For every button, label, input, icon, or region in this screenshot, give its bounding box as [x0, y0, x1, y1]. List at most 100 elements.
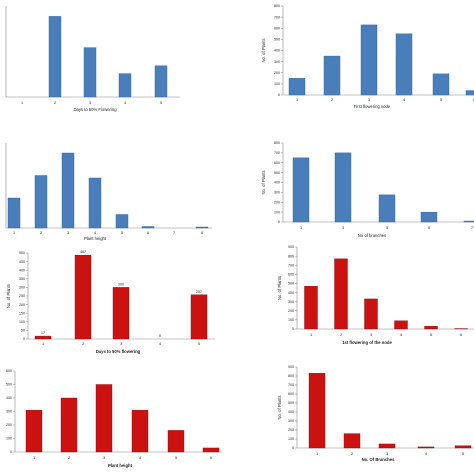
panel6-ytick-label: 200 [288, 309, 294, 313]
panel5-ytick-label: 450 [19, 260, 25, 264]
panel5-ylabel: No. of Plants [6, 284, 11, 308]
panel7-ytick-label: 0 [10, 450, 12, 454]
panel4-bar [292, 157, 310, 223]
panel8-bar [343, 433, 361, 449]
panel4-ytick-label: 600 [274, 161, 280, 165]
panel6-ytick-label: 100 [288, 318, 294, 322]
panel2-xlabel: First flowering node [354, 104, 391, 109]
panel5-ytick-label: 500 [19, 251, 25, 255]
panel2-category-label: 6 [473, 98, 474, 102]
panel1-xlabel: Days to 50% Flowering [73, 107, 117, 112]
panel4-ytick-label: 700 [274, 151, 280, 155]
panel4-category-label: 3 [342, 226, 344, 230]
panel2-category-label: 4 [403, 98, 405, 102]
panel3-category-label: 7 [173, 231, 175, 235]
panel6-bar [334, 258, 348, 330]
panel4-bar [463, 220, 474, 223]
panel5-data-label: 17 [41, 331, 45, 335]
panel4-bar [420, 211, 438, 223]
panel5-category-label: 2 [82, 342, 84, 346]
panel2-category-label: 3 [368, 98, 370, 102]
panel5-ytick-label: 0 [23, 337, 25, 341]
panel4-ytick-label: 300 [274, 191, 280, 195]
panel8-category-label: 3 [386, 452, 388, 456]
panel6-ytick-label: 300 [288, 300, 294, 304]
panel4-bar [378, 194, 396, 223]
panel7-bar [60, 397, 78, 453]
panel4-ytick-label: 500 [274, 171, 280, 175]
panel6-ytick-label: 400 [288, 291, 294, 295]
panel1-bar [48, 16, 62, 98]
panel6-ytick-label: 900 [288, 245, 294, 249]
panel4-bar [334, 152, 352, 223]
panel3-bar [7, 197, 21, 229]
panel1-category-label: 4 [124, 101, 126, 105]
panel4-ytick-label: 100 [274, 210, 280, 214]
panel2-bar [288, 78, 306, 96]
panel7-bar [95, 384, 113, 453]
panel5-category-label: 3 [120, 342, 122, 346]
panel5-bar [112, 287, 130, 340]
panel2-category-label: 5 [440, 98, 442, 102]
panel7-ytick-label: 100 [6, 437, 12, 441]
panel8-ytick-label: 300 [288, 419, 294, 423]
panel4-ytick-label: 800 [274, 141, 280, 145]
panel2-bar [395, 33, 413, 96]
panel7-category-label: 5 [175, 456, 177, 460]
panel3-category-label: 8 [201, 231, 203, 235]
panel7-ytick-label: 200 [6, 423, 12, 427]
panel6-ylabel: No. of Plants [277, 276, 282, 300]
panel1-bar [118, 73, 132, 98]
panel2-bar [432, 73, 450, 96]
panel7-category-label: 3 [103, 456, 105, 460]
panel8-category-label: 5 [462, 452, 464, 456]
panel5-ytick-label: 250 [19, 294, 25, 298]
panel8-ytick-label: 400 [288, 410, 294, 414]
panel1-category-label: 5 [160, 101, 162, 105]
panel3-bar [141, 226, 155, 229]
panel2-bar [323, 55, 341, 96]
panel6-category-label: 2 [340, 333, 342, 337]
panel6-category-label: 4 [400, 333, 402, 337]
panel8-ytick-label: 800 [288, 374, 294, 378]
panel6-bar [304, 285, 318, 330]
panel5-ytick-label: 300 [19, 286, 25, 290]
panel8-ytick-label: 900 [288, 365, 294, 369]
panel6-ytick-label: 800 [288, 254, 294, 258]
panel6-bar [424, 326, 438, 330]
panel7-ytick-label: 600 [6, 369, 12, 373]
panel6-category-label: 1 [310, 333, 312, 337]
panel2-ytick-label: 600 [274, 26, 280, 30]
panel6-ytick-label: 600 [288, 273, 294, 277]
panel2-ytick-label: 400 [274, 49, 280, 53]
panel2-bar [360, 24, 378, 96]
panel7-bar [25, 409, 43, 453]
panel1-category-label: 2 [54, 101, 56, 105]
panel8-category-label: 2 [351, 452, 353, 456]
panel3-bar [34, 175, 48, 229]
panel4-ytick-label: 0 [278, 220, 280, 224]
panel1-category-label: 3 [89, 101, 91, 105]
panel7-ytick-label: 400 [6, 396, 12, 400]
panel5-category-label: 4 [159, 342, 161, 346]
panel5-ytick-label: 100 [19, 320, 25, 324]
panel3-bar [115, 214, 129, 229]
panel5-ytick-label: 350 [19, 277, 25, 281]
panel3-category-label: 5 [121, 231, 123, 235]
panel5-bar [190, 294, 208, 340]
panel2-ylabel: No. of Plants [261, 39, 266, 63]
panel6-ytick-label: 700 [288, 263, 294, 267]
panel6-category-label: 6 [460, 333, 462, 337]
panel5-ytick-label: 50 [21, 329, 25, 333]
panel6-ytick-label: 0 [292, 327, 294, 331]
panel5-data-label: 257 [196, 290, 202, 294]
panel3-category-label: 4 [94, 231, 96, 235]
panel8-category-label: 4 [425, 452, 427, 456]
panel2-bar [465, 90, 474, 96]
panel4-category-label: 7 [471, 226, 473, 230]
panel1-category-label: 1 [21, 101, 23, 105]
panel8-ytick-label: 600 [288, 392, 294, 396]
panel6-category-label: 5 [430, 333, 432, 337]
panel4-category-label: 5 [386, 226, 388, 230]
